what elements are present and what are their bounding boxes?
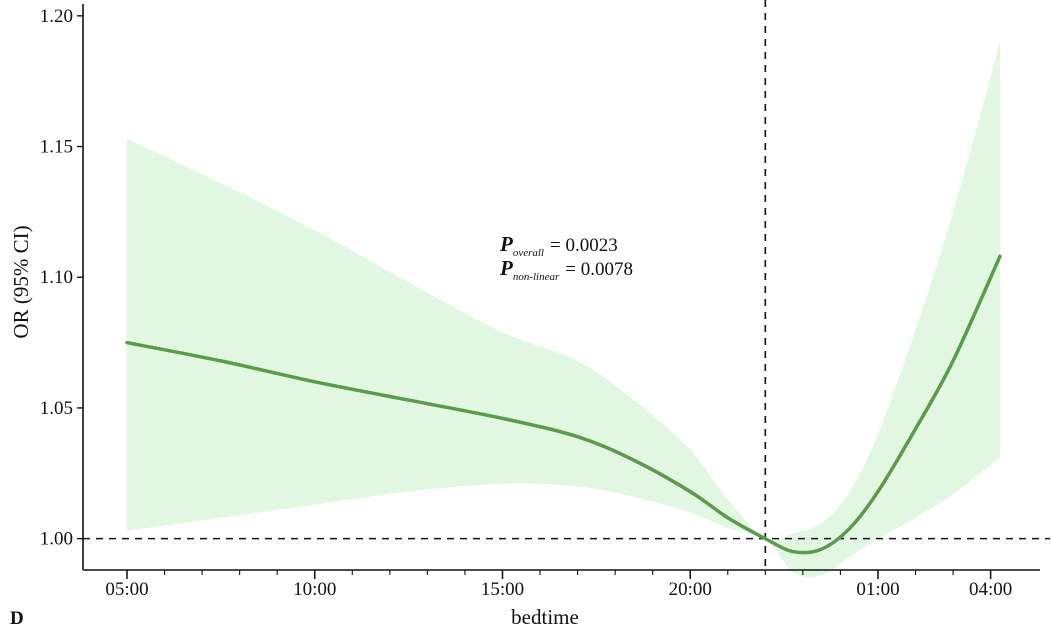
x-tick-label: 15:00 bbox=[481, 579, 524, 600]
y-axis-title: OR (95% CI) bbox=[9, 225, 33, 338]
x-tick-label: 01:00 bbox=[856, 579, 899, 600]
confidence-band bbox=[127, 41, 1000, 578]
reference-lines bbox=[83, 0, 1050, 570]
x-axis-title: bedtime bbox=[511, 605, 579, 629]
y-tick-label: 1.10 bbox=[40, 267, 73, 288]
y-tick-label: 1.05 bbox=[40, 398, 73, 419]
confidence-band-area bbox=[127, 41, 1000, 578]
or-curve bbox=[125, 254, 1002, 555]
y-tick-label: 1.00 bbox=[40, 529, 73, 550]
p-overall-symbol: P bbox=[499, 232, 513, 256]
y-tick-label: 1.15 bbox=[40, 137, 73, 158]
axes bbox=[82, 4, 1040, 571]
y-tick-label: 1.20 bbox=[40, 6, 73, 27]
p-overall-value: = 0.0023 bbox=[550, 235, 618, 256]
x-tick-label: 05:00 bbox=[105, 579, 148, 600]
panel-label: D bbox=[10, 608, 24, 629]
x-ticks: 05:00 10:00 15:00 20:00 01:00 04:00 bbox=[105, 570, 1012, 600]
x-tick-label: 20:00 bbox=[669, 579, 712, 600]
p-nonlinear-text: Pnon-linear = 0.0078 bbox=[499, 256, 633, 283]
p-value-annotation: Poverall = 0.0023 Pnon-linear = 0.0078 bbox=[499, 232, 633, 283]
p-overall-text: Poverall = 0.0023 bbox=[499, 232, 618, 259]
p-overall-subscript: overall bbox=[513, 247, 544, 259]
x-tick-label: 10:00 bbox=[293, 579, 336, 600]
y-ticks: 1.00 1.05 1.10 1.15 1.20 bbox=[40, 6, 83, 550]
x-tick-label: 04:00 bbox=[969, 579, 1012, 600]
p-nonlinear-subscript: non-linear bbox=[513, 271, 560, 283]
p-nonlinear-value: = 0.0078 bbox=[565, 259, 633, 280]
or-curve-line bbox=[125, 254, 1002, 555]
p-nonlinear-symbol: P bbox=[499, 256, 513, 280]
